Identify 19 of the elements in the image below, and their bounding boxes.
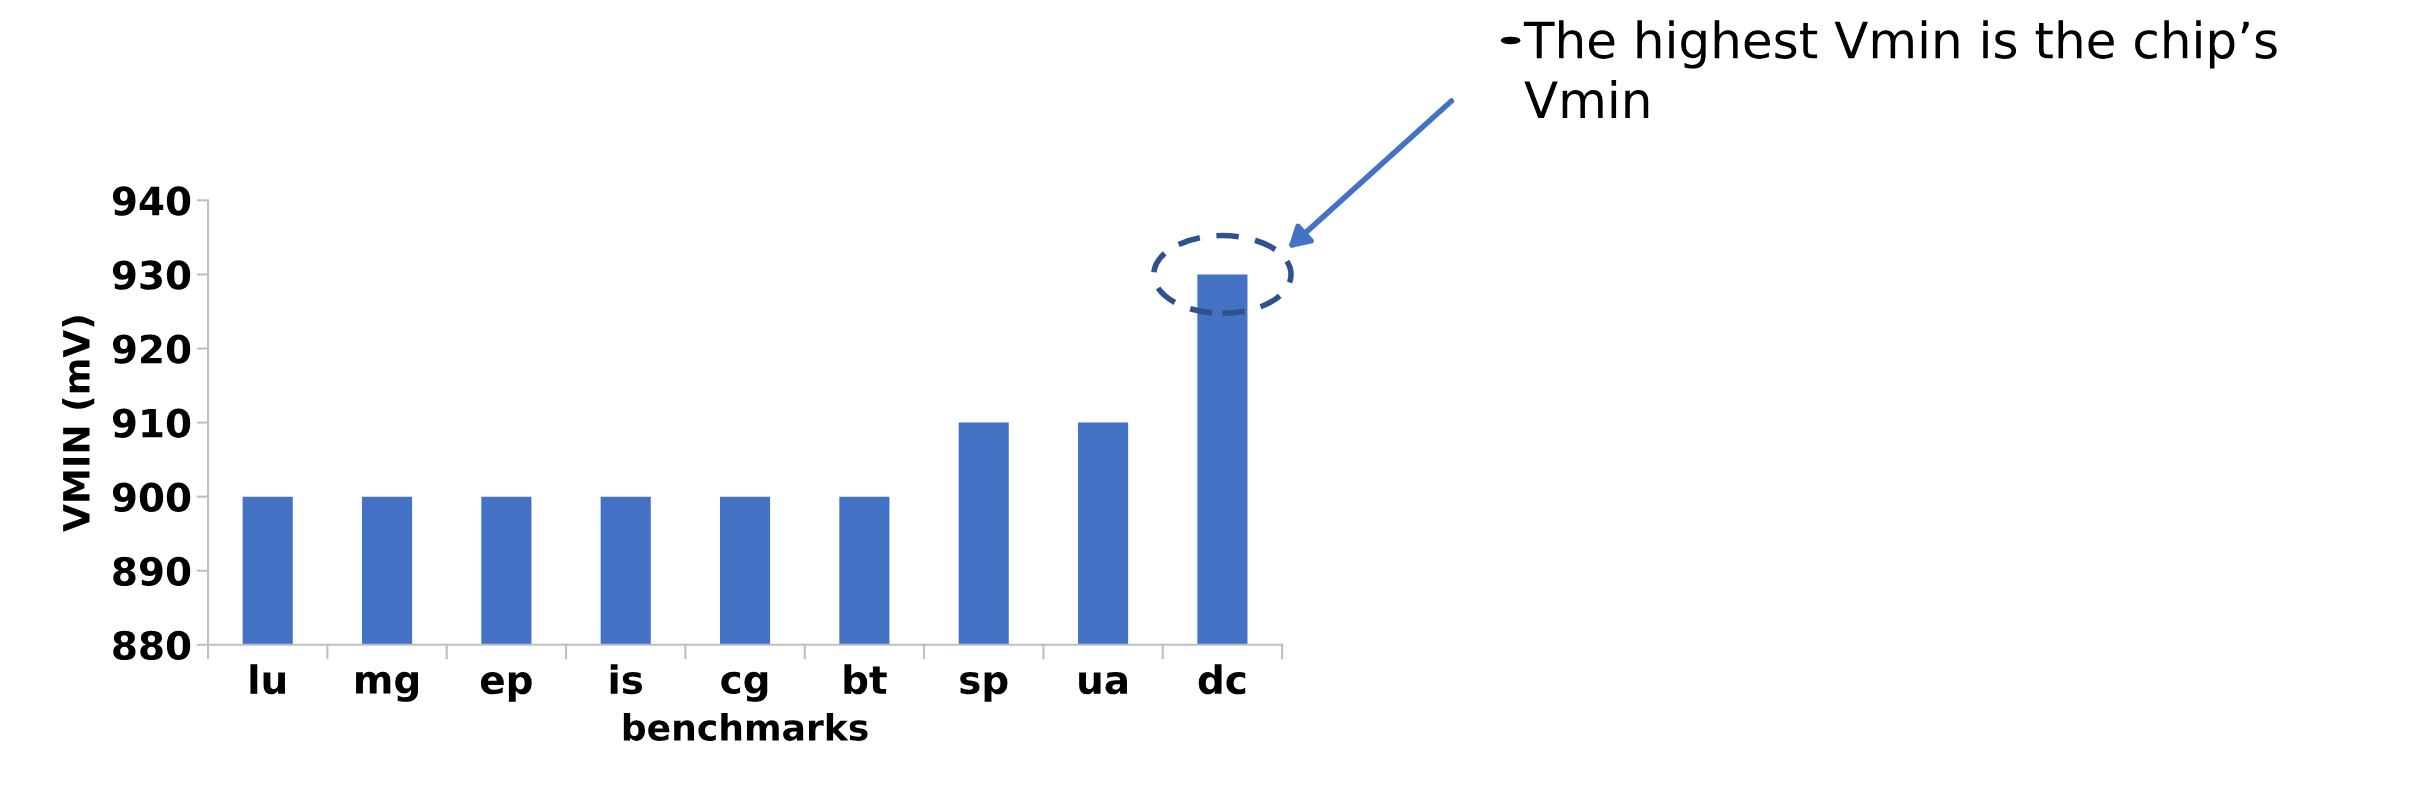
x-tick-label: sp <box>960 672 1008 702</box>
y-tick-label: 910 <box>112 408 191 438</box>
y-tick-label: 920 <box>112 334 191 364</box>
x-tick-label: is <box>610 664 643 695</box>
y-tick-label: 940 <box>112 186 191 216</box>
x-axis-title: benchmarks <box>623 712 868 741</box>
x-tick-label: dc <box>1198 664 1246 695</box>
y-tick-label: 930 <box>112 260 191 290</box>
y-tick-label: 880 <box>113 630 191 661</box>
x-tick-label: bt <box>844 664 887 695</box>
x-tick-label: lu <box>250 664 285 695</box>
x-tick-label: ua <box>1079 672 1127 695</box>
x-tick-label: cg <box>721 671 768 702</box>
x-tick-label: mg <box>356 671 418 702</box>
text: The highest Vmin is the chip’s Vmin <box>1523 20 2277 118</box>
y-tick-label: 900 <box>112 482 191 512</box>
y-axis-title: VMIN (mV) <box>62 316 95 532</box>
x-tick-label: ep <box>480 672 532 702</box>
y-tick-label: 890 <box>113 556 191 587</box>
